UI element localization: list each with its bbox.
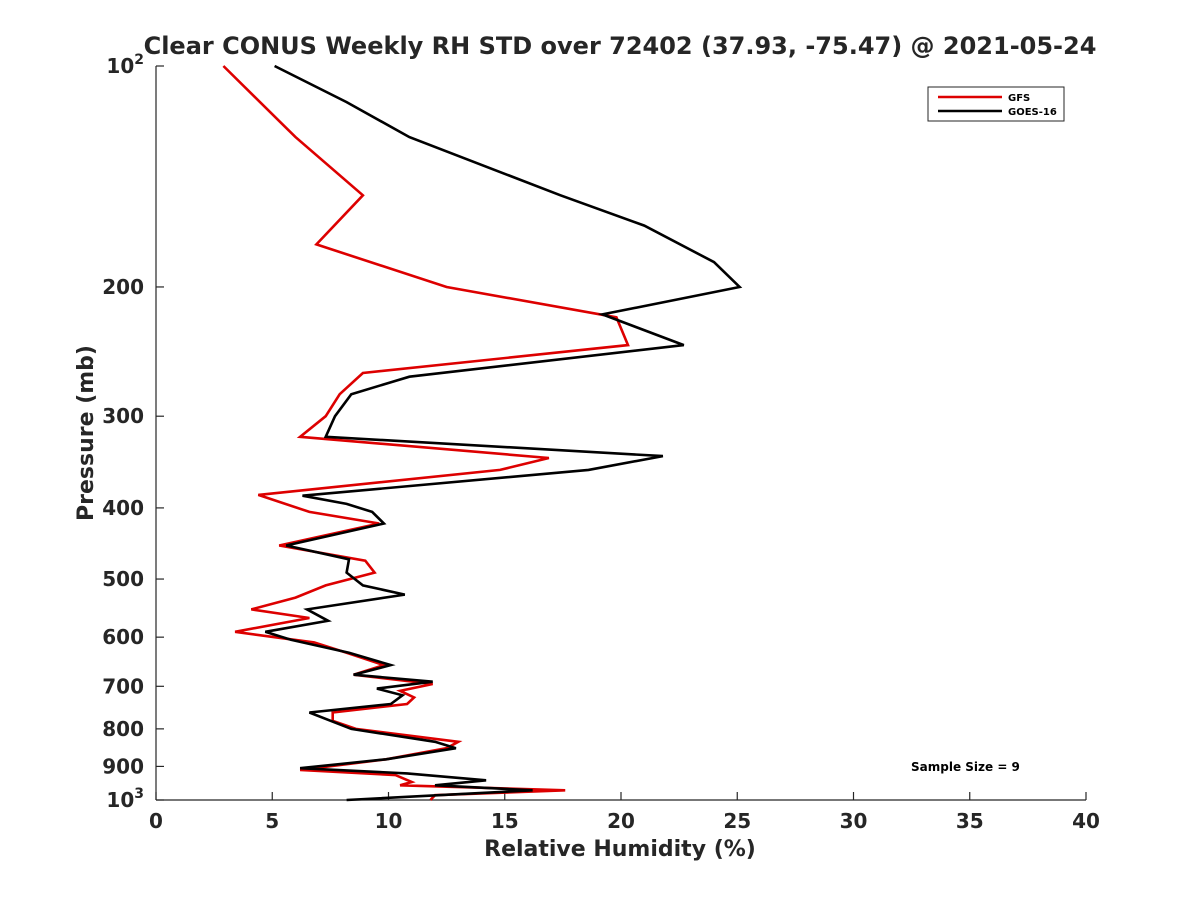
x-tick-label: 0 — [149, 809, 163, 833]
y-tick-label: 500 — [102, 567, 144, 591]
legend-box — [927, 86, 1065, 122]
y-tick-base: 600 — [102, 625, 144, 649]
y-tick-base: 500 — [102, 567, 144, 591]
x-tick-label: 25 — [723, 809, 751, 833]
y-tick-label: 102 — [106, 52, 144, 78]
x-axis-label: Relative Humidity (%) — [484, 837, 756, 862]
series-group — [222, 64, 743, 802]
x-axis-ticks: 0 5 10 15 20 25 30 35 40 — [149, 792, 1100, 833]
y-tick-label: 600 — [102, 625, 144, 649]
y-tick-exponent: 3 — [134, 786, 144, 802]
y-tick-label: 200 — [102, 275, 144, 299]
y-tick-base: 800 — [102, 717, 144, 741]
y-tick-base: 700 — [102, 674, 144, 698]
y-tick-base: 900 — [102, 754, 144, 778]
y-tick-base: 10 — [106, 54, 134, 78]
y-tick-base: 300 — [102, 404, 144, 428]
y-tick-label: 700 — [102, 674, 144, 698]
y-tick-label: 400 — [102, 496, 144, 520]
series-line-gfs — [222, 65, 630, 801]
x-tick-label: 30 — [840, 809, 868, 833]
plot-area — [155, 66, 1086, 801]
x-tick-label: 15 — [491, 809, 519, 833]
legend: GFS GOES-16 — [927, 86, 1065, 122]
x-tick-label: 10 — [375, 809, 403, 833]
legend-label-gfs: GFS — [1008, 93, 1030, 104]
y-tick-label: 300 — [102, 404, 144, 428]
y-tick-label: 900 — [102, 754, 144, 778]
x-tick-label: 5 — [265, 809, 279, 833]
y-axis-label: Pressure (mb) — [74, 345, 99, 521]
y-tick-base: 200 — [102, 275, 144, 299]
y-tick-label: 103 — [106, 786, 144, 812]
y-tick-base: 400 — [102, 496, 144, 520]
series-line-goes-16 — [264, 64, 743, 802]
sample-size-annotation: Sample Size = 9 — [911, 760, 1020, 774]
x-tick-label: 35 — [956, 809, 984, 833]
x-tick-label: 20 — [607, 809, 635, 833]
y-tick-label: 800 — [102, 717, 144, 741]
y-tick-exponent: 2 — [134, 52, 144, 68]
x-tick-label: 40 — [1072, 809, 1100, 833]
legend-label-goes-16: GOES-16 — [1008, 107, 1057, 118]
chart-title: Clear CONUS Weekly RH STD over 72402 (37… — [144, 32, 1097, 60]
y-tick-base: 10 — [106, 788, 134, 812]
